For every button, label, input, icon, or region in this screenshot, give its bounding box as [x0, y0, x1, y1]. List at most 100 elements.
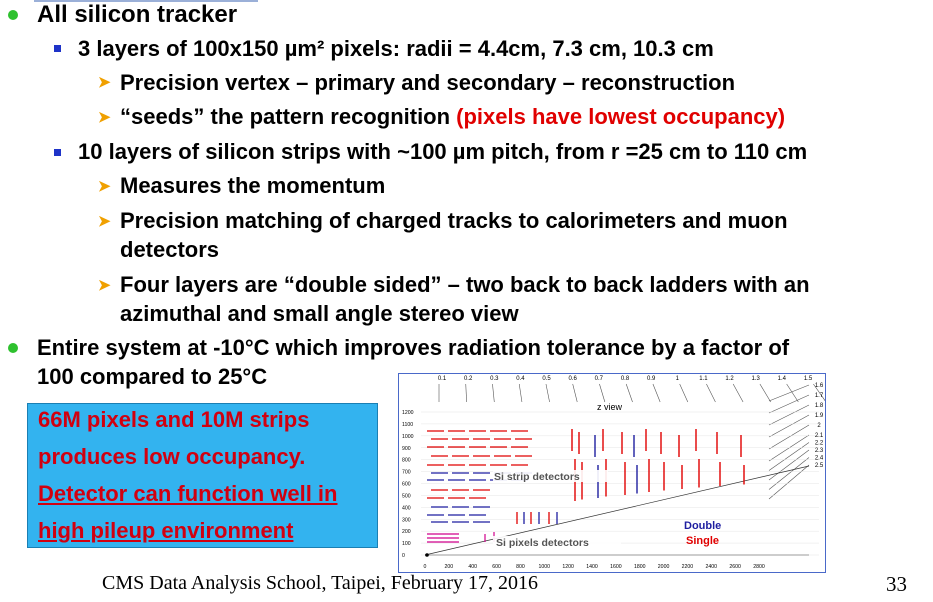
- x-tick-label: 1600: [610, 564, 622, 570]
- y-tick-label: 1100: [402, 422, 413, 428]
- eta-ray: [786, 383, 799, 403]
- callout-line2: produces low occupancy.: [38, 444, 306, 469]
- y-tick-label: 200: [402, 529, 411, 535]
- eta-label: 1.9: [815, 413, 824, 419]
- strip-label: Si strip detectors: [494, 471, 580, 483]
- eta-label: 1.3: [752, 376, 761, 382]
- pixel-label: Si pixels detectors: [496, 537, 589, 549]
- arrow-bullet-icon: ➤: [98, 74, 111, 91]
- eta-ray: [768, 442, 810, 471]
- eta-label: 0.4: [516, 376, 525, 382]
- callout-line3: Detector can function well in: [38, 481, 338, 506]
- strip-label-bg: [493, 470, 608, 482]
- eta-label: 2.3: [815, 448, 824, 454]
- bullet-matching-line2: detectors: [120, 237, 220, 262]
- eta-ray: [545, 383, 550, 403]
- bullet-pixel-layers: 3 layers of 100x150 µm² pixels: radii = …: [78, 36, 714, 61]
- eta-label: 0.9: [647, 376, 656, 382]
- eta-boundary-line: [424, 465, 810, 556]
- eta-ray: [465, 383, 467, 403]
- eta-ray: [518, 383, 523, 403]
- eta-label: 2: [817, 423, 821, 429]
- eta-ray: [768, 404, 810, 426]
- eta-ray: [768, 464, 810, 500]
- eta-ray: [768, 449, 810, 481]
- eta-label: 2.5: [815, 463, 824, 469]
- page-number: 33: [886, 572, 907, 596]
- eta-label: 0.3: [490, 376, 499, 382]
- bullet-all-silicon: All silicon tracker: [37, 1, 238, 28]
- bullet-temperature-line2: 100 compared to 25°C: [37, 364, 268, 389]
- eta-ray: [768, 384, 810, 402]
- eta-label: 0.8: [621, 376, 630, 382]
- bullet-square-icon: [54, 45, 61, 52]
- y-tick-label: 600: [402, 482, 411, 488]
- y-tick-label: 1000: [402, 434, 414, 440]
- x-tick-label: 2800: [753, 564, 765, 570]
- eta-label: 2.2: [815, 441, 824, 447]
- x-tick-label: 1400: [586, 564, 598, 570]
- eta-label: 2.4: [815, 456, 824, 462]
- bullet-seeds: “seeds” the pattern recognition (pixels …: [120, 104, 785, 130]
- y-tick-label: 700: [402, 470, 411, 476]
- arrow-bullet-icon: ➤: [98, 178, 111, 195]
- arrow-bullet-icon: ➤: [98, 277, 111, 294]
- occupancy-note: (pixels have lowest occupancy): [456, 104, 786, 129]
- eta-ray: [732, 383, 744, 403]
- eta-label: 0.5: [542, 376, 551, 382]
- eta-ray: [572, 383, 578, 403]
- x-tick-label: 2600: [729, 564, 741, 570]
- interaction-point: [425, 553, 429, 557]
- bullet-square-icon: [54, 149, 61, 156]
- eta-ray: [813, 383, 825, 402]
- eta-ray: [768, 457, 810, 490]
- y-tick-label: 100: [402, 541, 411, 547]
- eta-label: 0.1: [438, 376, 447, 382]
- zview-label: z view: [597, 402, 623, 412]
- callout-line4: high pileup environment: [38, 518, 294, 543]
- eta-ray: [599, 383, 606, 403]
- x-tick-label: 2200: [682, 564, 694, 570]
- seeds-text: “seeds” the pattern recognition: [120, 104, 457, 129]
- bullet-dot-icon: [8, 10, 18, 20]
- eta-ray: [652, 383, 661, 403]
- y-tick-label: 1200: [402, 410, 414, 416]
- y-tick-label: 0: [402, 553, 405, 559]
- x-tick-label: 1200: [562, 564, 574, 570]
- x-tick-label: 1800: [634, 564, 646, 570]
- eta-label: 1.2: [725, 376, 734, 382]
- y-tick-label: 500: [402, 493, 411, 499]
- x-tick-label: 400: [468, 564, 477, 570]
- arrow-bullet-icon: ➤: [98, 109, 111, 126]
- bullet-precision-vertex: Precision vertex – primary and secondary…: [120, 70, 736, 95]
- bullet-matching-line1: Precision matching of charged tracks to …: [120, 208, 788, 233]
- x-tick-label: 1000: [539, 564, 551, 570]
- x-tick-label: 0: [424, 564, 427, 570]
- double-label: Double: [684, 520, 721, 532]
- eta-label: 1.1: [699, 376, 708, 382]
- x-tick-label: 600: [492, 564, 501, 570]
- eta-ray: [625, 383, 633, 403]
- bullet-temperature-line1: Entire system at -10°C which improves ra…: [37, 335, 790, 360]
- bullet-double-sided-line1: Four layers are “double sided” – two bac…: [120, 272, 810, 297]
- eta-ray: [768, 424, 810, 450]
- arrow-bullet-icon: ➤: [98, 213, 111, 230]
- callout-line1: 66M pixels and 10M strips: [38, 407, 310, 432]
- eta-ray: [492, 383, 495, 403]
- eta-label: 0.6: [569, 376, 578, 382]
- eta-ray: [768, 414, 810, 438]
- eta-label: 1.6: [815, 383, 824, 389]
- eta-label: 1.7: [815, 393, 824, 399]
- x-tick-label: 2000: [658, 564, 670, 570]
- bullet-double-sided-line2: azimuthal and small angle stereo view: [120, 301, 519, 326]
- eta-label: 1.8: [815, 403, 824, 409]
- x-tick-label: 2400: [706, 564, 718, 570]
- eta-label: 0.7: [595, 376, 604, 382]
- bullet-dot-icon: [8, 343, 18, 353]
- y-tick-label: 900: [402, 446, 411, 452]
- y-tick-label: 300: [402, 517, 411, 523]
- pixel-label-bg: [493, 536, 621, 548]
- single-label: Single: [686, 535, 719, 547]
- footer: CMS Data Analysis School, Taipei, Februa…: [102, 572, 538, 594]
- title-underline: [34, 0, 258, 2]
